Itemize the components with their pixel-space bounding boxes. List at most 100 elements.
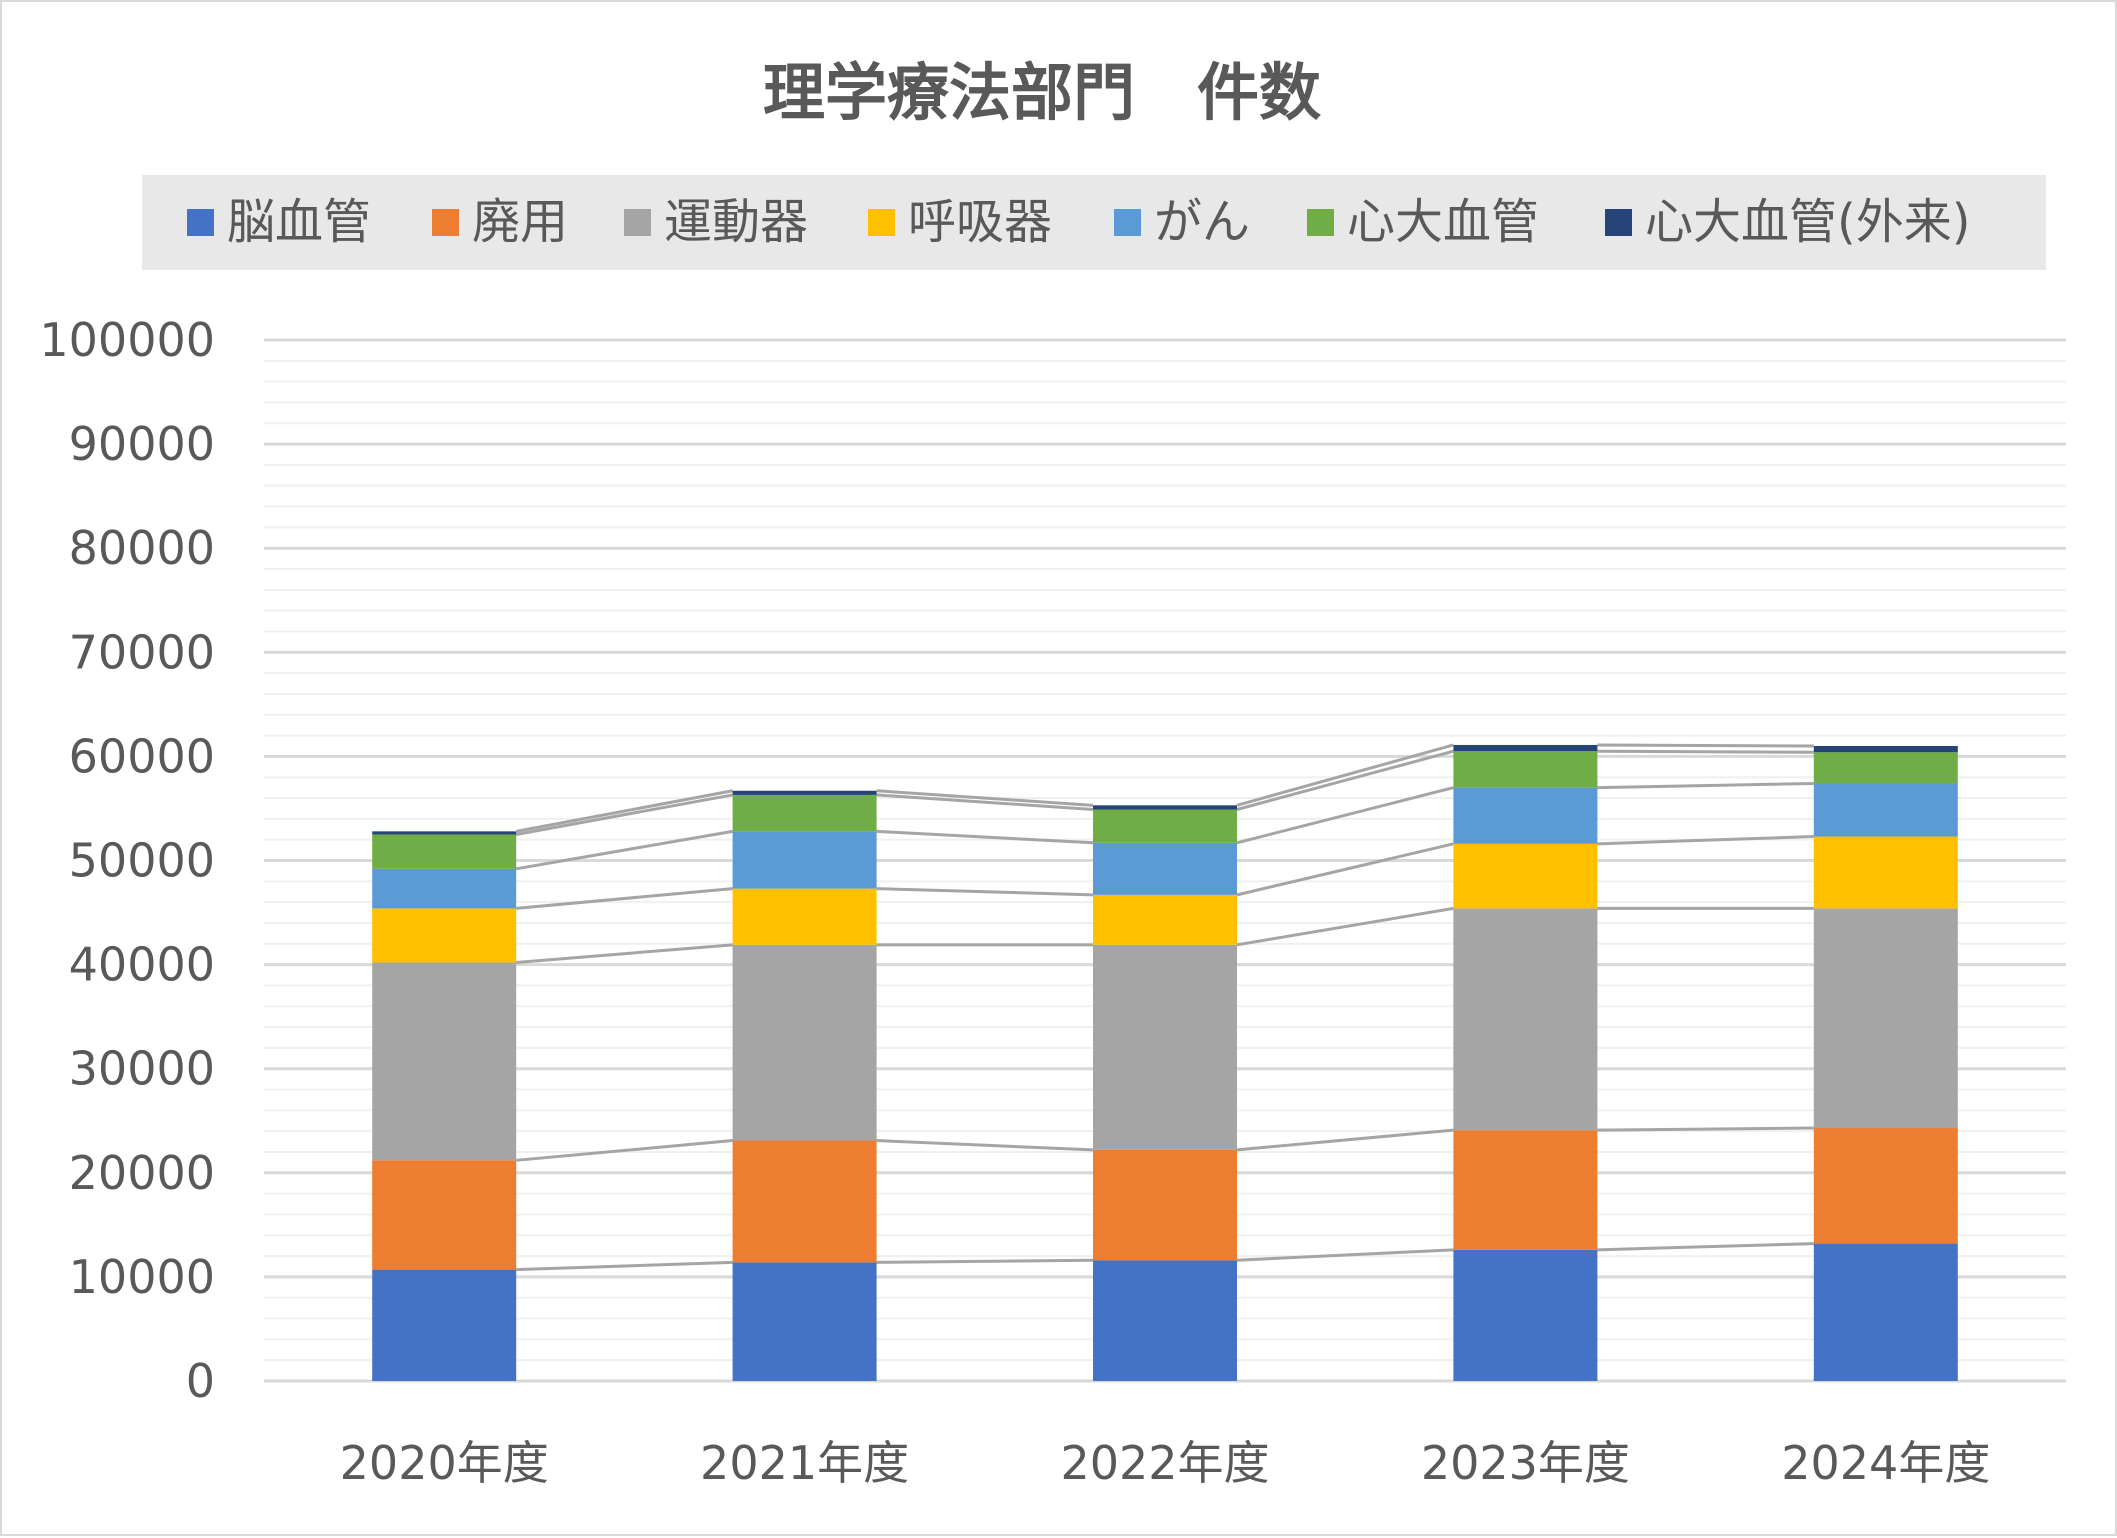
legend-label: 呼吸器 [908,194,1052,250]
legend-swatch [624,209,651,236]
bar-segment [372,1269,517,1381]
series-line [516,1139,733,1162]
bar-segment [1093,809,1237,843]
y-tick-label: 30000 [69,1042,215,1096]
legend-swatch [432,209,459,236]
y-tick-label: 40000 [69,938,215,992]
y-tick-label: 80000 [69,521,215,575]
bar-segment [1453,787,1598,844]
legend-label: 運動器 [664,194,808,250]
x-tick-label: 2021年度 [700,1436,909,1490]
bar-segment [1813,836,1958,909]
legend: 脳血管 廃用 運動器 呼吸器 がん 心大血管 心大血管(外来) [187,194,1970,250]
legend-swatch [187,209,214,236]
x-tick-label: 2020年度 [340,1436,549,1490]
y-tick-label: 70000 [69,625,215,679]
x-axis-tick-labels: 2020年度 2021年度 2022年度 2023年度 2024年度 [340,1436,1991,1490]
bar-segment [1453,1249,1598,1381]
bar-segment [732,1262,877,1381]
bar-segment [1453,908,1598,1131]
x-tick-label: 2023年度 [1421,1436,1630,1490]
y-tick-label: 50000 [69,834,215,888]
series-line [876,1139,1094,1152]
series-line [876,829,1094,845]
bar-segment [372,831,517,835]
series-line [1236,743,1454,807]
bar-segment [1813,783,1958,837]
y-tick-label: 20000 [69,1146,215,1200]
series-line [1236,842,1454,897]
chart-title: 理学療法部門 件数 [763,56,1321,129]
x-tick-label: 2022年度 [1060,1436,1269,1490]
bar-segment [372,1160,517,1270]
bar-segment [732,790,877,795]
series-line [1236,749,1454,811]
legend-box [142,175,2046,270]
x-tick-label: 2024年度 [1781,1436,1990,1490]
bar-segment [732,1140,877,1263]
legend-label: がん [1154,194,1250,250]
bar-segment [732,794,877,832]
bar-segment [1453,751,1598,788]
bar-segment [1453,744,1598,752]
bar-segment [1093,1149,1237,1261]
bar-segment [1093,842,1237,895]
series-line [876,1258,1094,1264]
y-tick-label: 60000 [69,729,215,783]
bar-segment [1093,894,1237,945]
legend-label: 廃用 [472,194,568,250]
legend-swatch [868,209,895,236]
series-line [1597,749,1814,754]
series-line [516,943,733,965]
series-line [1236,906,1454,947]
series-line [1236,1248,1454,1262]
bar-segment [732,888,877,945]
series-line [876,887,1094,897]
series-lines [515,743,1814,1272]
series-line [1597,781,1814,790]
legend-swatch [1605,209,1632,236]
bar-segment [1093,805,1237,810]
series-line [876,793,1094,811]
series-line [516,1260,733,1272]
bar-segment [1093,1260,1237,1381]
y-axis-tick-labels: 0 10000 20000 30000 40000 50000 60000 70000 8000… [39,313,215,1408]
series-line [1597,1126,1814,1132]
y-tick-label: 0 [186,1354,215,1408]
bar-segment [1813,752,1958,784]
legend-swatch [1307,209,1334,236]
legend-label: 心大血管 [1347,194,1539,250]
bar-segment [732,944,877,1141]
series-line [515,789,733,833]
series-line [515,829,733,871]
series-line [516,887,733,910]
y-tick-label: 100000 [39,313,215,367]
series-line [876,789,1094,807]
bar-segment [1813,908,1958,1129]
bar-segment [1453,843,1598,909]
bar-segment [1813,1128,1958,1244]
legend-label: 心大血管(外来) [1645,194,1970,250]
bar-segment [372,834,517,869]
series-line [1236,786,1454,845]
series-line [1236,1128,1454,1152]
series-line [1597,835,1814,846]
bar-segment [732,831,877,889]
series-line [1597,1242,1814,1252]
legend-swatch [1114,209,1141,236]
y-tick-label: 90000 [69,417,215,471]
bar-segment [1813,1243,1958,1381]
bar-segment [1453,1130,1598,1250]
series-line [515,793,733,836]
y-tick-label: 10000 [69,1250,215,1304]
series-line [1597,743,1814,748]
bar-segment [372,868,517,909]
bar-segment [1093,944,1237,1150]
bar-segment [372,908,517,963]
bars [372,744,1958,1381]
bar-segment [1813,745,1958,753]
legend-label: 脳血管 [227,194,371,250]
bar-segment [372,962,517,1161]
